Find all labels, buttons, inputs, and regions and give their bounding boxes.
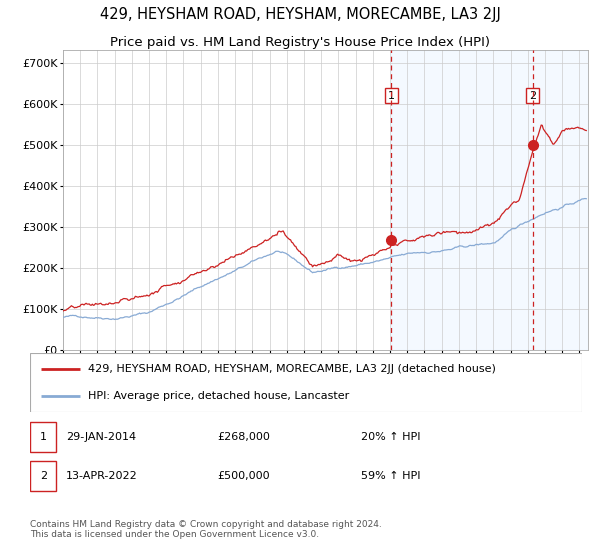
Text: 1: 1 xyxy=(40,432,47,442)
Text: 429, HEYSHAM ROAD, HEYSHAM, MORECAMBE, LA3 2JJ (detached house): 429, HEYSHAM ROAD, HEYSHAM, MORECAMBE, L… xyxy=(88,364,496,374)
Text: 13-APR-2022: 13-APR-2022 xyxy=(66,471,137,481)
Text: Price paid vs. HM Land Registry's House Price Index (HPI): Price paid vs. HM Land Registry's House … xyxy=(110,36,490,49)
Text: £268,000: £268,000 xyxy=(218,432,271,442)
Text: 429, HEYSHAM ROAD, HEYSHAM, MORECAMBE, LA3 2JJ: 429, HEYSHAM ROAD, HEYSHAM, MORECAMBE, L… xyxy=(100,7,500,22)
Bar xyxy=(30,461,56,491)
Text: 1: 1 xyxy=(388,91,395,101)
Text: HPI: Average price, detached house, Lancaster: HPI: Average price, detached house, Lanc… xyxy=(88,391,349,401)
Text: £500,000: £500,000 xyxy=(218,471,271,481)
Bar xyxy=(30,422,56,451)
Text: 2: 2 xyxy=(40,471,47,481)
Text: 20% ↑ HPI: 20% ↑ HPI xyxy=(361,432,421,442)
Text: 29-JAN-2014: 29-JAN-2014 xyxy=(66,432,136,442)
Bar xyxy=(391,50,588,350)
Text: Contains HM Land Registry data © Crown copyright and database right 2024.
This d: Contains HM Land Registry data © Crown c… xyxy=(30,520,382,539)
Text: 2: 2 xyxy=(529,91,536,101)
Text: 59% ↑ HPI: 59% ↑ HPI xyxy=(361,471,421,481)
